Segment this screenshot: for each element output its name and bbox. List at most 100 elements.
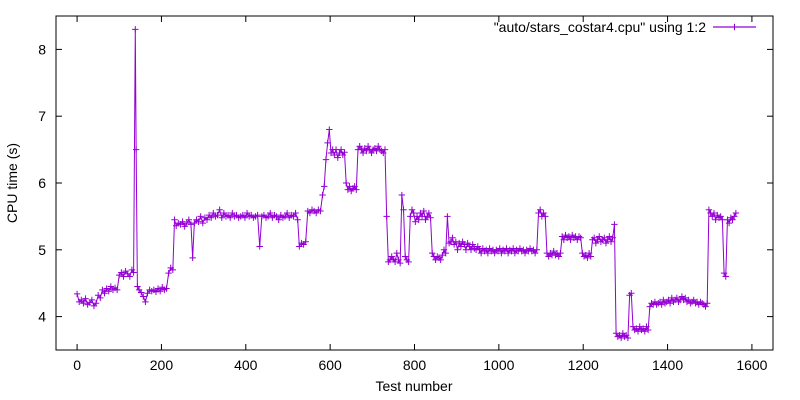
data-point [226, 214, 234, 221]
x-tick-label: 1000 [483, 357, 514, 373]
data-point [466, 243, 473, 250]
data-point [324, 139, 331, 147]
data-point [396, 259, 404, 267]
data-point [454, 246, 461, 253]
data-point [363, 147, 370, 155]
data-point [636, 323, 643, 330]
data-point [132, 146, 140, 153]
data-point [229, 209, 236, 217]
data-point [425, 209, 433, 217]
data-point [218, 214, 225, 221]
data-point [617, 334, 625, 342]
data-point [484, 249, 492, 257]
data-point [342, 179, 350, 187]
data-point [560, 236, 568, 243]
data-point [410, 209, 417, 217]
x-axis-label: Test number [375, 378, 452, 394]
data-point [574, 236, 581, 243]
data-point [169, 266, 177, 274]
data-point [601, 234, 608, 241]
data-point [203, 216, 211, 223]
data-point [113, 286, 121, 294]
data-point [584, 254, 591, 262]
data-point [596, 233, 603, 240]
data-point [358, 146, 365, 153]
data-point [531, 249, 539, 257]
data-point [423, 213, 431, 220]
data-point [322, 156, 330, 163]
data-point [254, 211, 261, 219]
data-point [405, 258, 412, 266]
data-point [585, 249, 593, 257]
data-point [422, 216, 429, 223]
data-point [171, 216, 178, 223]
data-point [491, 249, 498, 257]
data-point [156, 288, 164, 295]
data-point [181, 223, 188, 230]
series-layer [73, 26, 740, 342]
data-point [730, 213, 738, 220]
data-point [592, 239, 600, 247]
data-point [208, 214, 215, 221]
data-point [442, 249, 449, 257]
data-point [105, 288, 112, 295]
data-point [420, 207, 427, 215]
data-point [317, 207, 324, 215]
data-point [629, 323, 637, 330]
data-point [120, 273, 127, 280]
data-point [464, 239, 471, 247]
data-point [557, 249, 564, 257]
data-point [540, 209, 547, 217]
data-point [326, 126, 333, 133]
data-point [503, 245, 510, 252]
data-point [709, 213, 716, 220]
y-axis: 4 5 6 7 8 [38, 41, 773, 325]
data-point [290, 213, 297, 220]
y-tick-label: 4 [38, 309, 46, 325]
data-point [256, 243, 263, 250]
data-point [97, 294, 104, 302]
x-tick-label: 1400 [652, 357, 683, 373]
data-point [214, 211, 221, 219]
data-point [386, 256, 394, 264]
data-point [474, 243, 481, 250]
data-point [558, 233, 566, 240]
data-point [452, 238, 460, 245]
x-tick-label: 400 [234, 357, 258, 373]
data-point [504, 249, 512, 257]
data-point [92, 300, 100, 307]
data-point [658, 301, 665, 308]
data-point [634, 328, 642, 335]
data-point [439, 251, 446, 259]
data-point [144, 290, 151, 297]
data-point [353, 186, 360, 193]
data-point [331, 151, 338, 159]
y-tick-label: 8 [38, 41, 46, 57]
data-point [704, 300, 711, 307]
x-tick-label: 1200 [568, 357, 599, 373]
data-point [550, 247, 557, 255]
data-point [344, 186, 352, 193]
data-point [368, 149, 375, 157]
data-point [118, 269, 125, 276]
data-point [602, 239, 610, 247]
data-point [427, 214, 434, 221]
x-tick-label: 600 [318, 357, 342, 373]
data-point [356, 143, 363, 150]
data-point [415, 216, 422, 223]
data-point [712, 216, 719, 223]
data-point [267, 209, 274, 217]
data-point [142, 298, 149, 306]
x-tick-label: 800 [403, 357, 427, 373]
data-point [341, 149, 348, 156]
data-point [313, 209, 320, 217]
data-point [134, 283, 141, 290]
data-point [163, 285, 170, 292]
data-point [101, 290, 108, 297]
data-point [690, 296, 697, 304]
data-point [126, 273, 134, 280]
data-point [408, 206, 416, 213]
data-point [243, 209, 251, 217]
